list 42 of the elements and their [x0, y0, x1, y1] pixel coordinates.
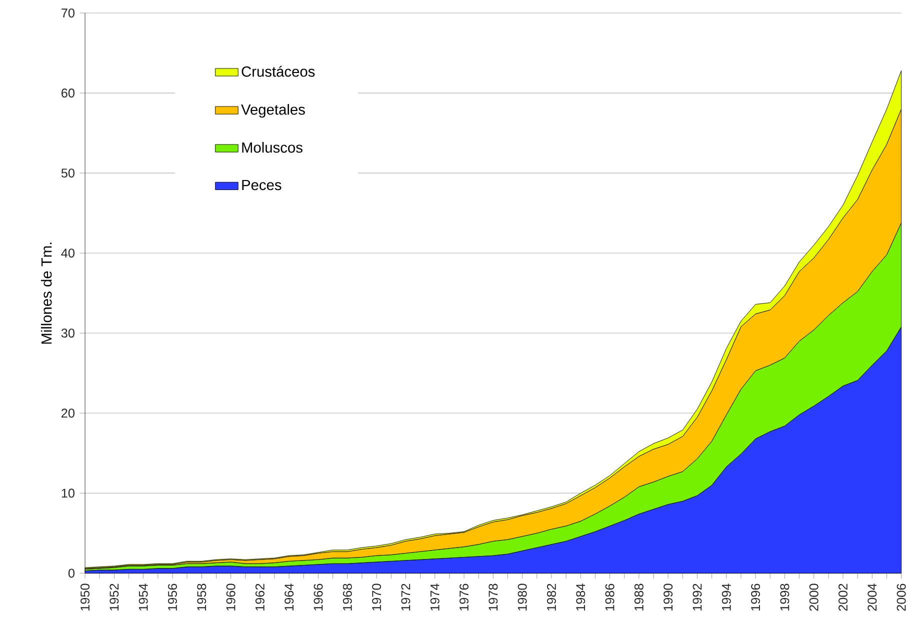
y-tick-label: 30 — [61, 328, 74, 338]
x-tick-label: 1970 — [372, 584, 382, 610]
y-tick-label: 20 — [62, 408, 74, 418]
x-tick-label: 1992 — [692, 584, 702, 610]
y-tick-label: 10 — [62, 488, 74, 498]
x-tick-label: 1980 — [518, 584, 527, 610]
x-tick-label: 1982 — [547, 584, 556, 610]
x-tick-label: 1974 — [430, 584, 440, 610]
legend-label: Vegetales — [241, 104, 305, 118]
x-tick-label: 1956 — [168, 584, 177, 610]
legend-label: Moluscos — [242, 142, 302, 153]
x-tick-label: 1962 — [255, 584, 264, 610]
y-tick-label: 70 — [62, 8, 74, 18]
x-tick-label: 1964 — [284, 584, 294, 610]
y-tick-label: 40 — [61, 248, 74, 258]
x-tick-label: 2000 — [809, 584, 818, 611]
x-tick-label: 1966 — [314, 584, 323, 610]
x-tick-label: 1972 — [401, 584, 410, 610]
x-tick-label: 1990 — [664, 584, 673, 610]
legend-label: Peces — [242, 180, 282, 190]
y-tick-label: 60 — [62, 88, 74, 98]
x-tick-label: 1978 — [488, 584, 498, 610]
x-tick-label: 1988 — [634, 584, 644, 610]
x-tick-label: 1958 — [197, 584, 206, 610]
x-tick-label: 1950 — [80, 584, 90, 610]
legend-label: Crustáceos — [242, 66, 315, 77]
x-tick-label: 1952 — [110, 584, 119, 610]
x-tick-label: 1976 — [460, 584, 469, 610]
x-tick-label: 1984 — [576, 584, 586, 610]
x-tick-label: 1954 — [138, 584, 148, 610]
y-tick-label: 50 — [61, 168, 74, 178]
x-tick-label: 1998 — [780, 584, 790, 610]
x-tick-label: 1996 — [751, 584, 760, 610]
x-tick-label: 2004 — [868, 584, 877, 611]
x-tick-label: 1994 — [722, 584, 731, 610]
y-axis-title: Millones de Tm. — [40, 242, 52, 344]
x-tick-label: 2002 — [838, 584, 848, 611]
x-tick-label: 1986 — [605, 584, 614, 610]
x-tick-label: 1968 — [342, 584, 352, 610]
x-tick-label: 2006 — [896, 584, 906, 611]
x-tick-label: 1960 — [226, 584, 236, 610]
y-tick-label: 0 — [68, 568, 74, 578]
